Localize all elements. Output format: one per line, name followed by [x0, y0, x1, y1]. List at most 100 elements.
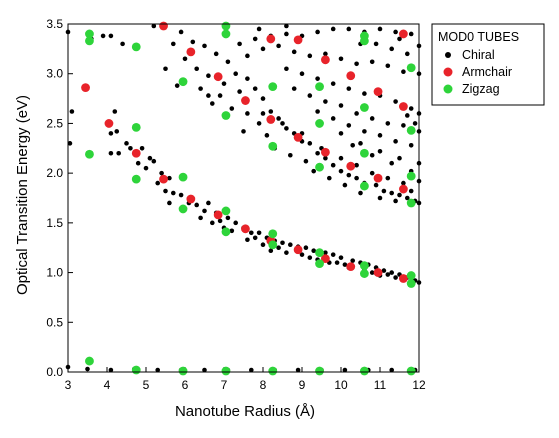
chiral-point [311, 168, 317, 174]
chiral-point [143, 165, 149, 171]
chiral-point [389, 190, 395, 196]
chiral-point [178, 29, 184, 35]
zigzag-point [221, 206, 231, 216]
chiral-point [276, 245, 281, 251]
chiral-point [401, 180, 406, 186]
chiral-point [252, 235, 258, 241]
chiral-point [190, 39, 196, 45]
chiral-point [330, 116, 336, 121]
zigzag-point [221, 111, 231, 120]
chiral-point [139, 145, 145, 151]
chiral-point [256, 230, 262, 236]
chiral-point [112, 109, 118, 114]
chiral-point [151, 158, 157, 164]
chiral-point [323, 99, 328, 104]
chiral-point [315, 29, 320, 35]
armchair-point [399, 274, 408, 283]
chiral-point [206, 200, 211, 206]
zigzag-point [131, 174, 141, 184]
chiral-point [385, 272, 391, 277]
chiral-point [358, 190, 363, 196]
armchair-point [213, 210, 223, 220]
y-tick-label: 2.5 [46, 116, 63, 130]
chiral-point [256, 121, 262, 126]
zigzag-point [268, 141, 278, 151]
legend-label-armchair: Armchair [462, 65, 512, 79]
chiral-point [233, 220, 238, 226]
zigzag-point [85, 149, 94, 159]
chiral-point [225, 59, 231, 65]
chiral-point [397, 36, 402, 42]
chiral-point [284, 31, 289, 37]
chiral-point [198, 215, 203, 221]
chiral-point [241, 129, 246, 134]
y-axis-title: Optical Transition Energy (eV) [14, 95, 31, 295]
chiral-point [67, 141, 73, 146]
chiral-point [167, 200, 172, 206]
zigzag-point [315, 82, 324, 92]
armchair-point [321, 147, 330, 157]
chiral-point [108, 367, 114, 373]
chiral-point [342, 182, 348, 188]
chiral-point [389, 46, 395, 52]
chiral-point [159, 170, 164, 176]
chiral-point [346, 26, 352, 32]
chiral-point [381, 268, 387, 273]
armchair-point [293, 132, 303, 142]
chiral-point [299, 71, 305, 77]
armchair-point [373, 173, 383, 183]
chiral-point [178, 192, 184, 198]
chiral-point [369, 59, 375, 65]
chiral-point [393, 139, 398, 144]
armchair-point [159, 174, 168, 184]
armchair-point [321, 55, 330, 65]
zigzag-point [85, 29, 94, 39]
legend-marker-armchair [443, 67, 453, 77]
chiral-point [128, 145, 133, 151]
x-tick-label: 9 [299, 378, 306, 392]
armchair-point [399, 29, 408, 39]
armchair-point [131, 148, 141, 158]
zigzag-point [178, 366, 188, 376]
legend-label-zigzag: Zigzag [462, 82, 500, 96]
zigzag-point [406, 171, 416, 181]
chiral-point [346, 86, 352, 91]
chiral-point [100, 33, 106, 39]
y-tick-label: 1.0 [46, 266, 63, 280]
chiral-point [346, 172, 352, 178]
armchair-point [266, 34, 276, 44]
chiral-point [408, 188, 414, 194]
chiral-point [229, 228, 235, 234]
chiral-point [346, 123, 352, 128]
x-tick-label: 11 [374, 378, 387, 392]
chiral-point [268, 109, 274, 114]
chiral-point [377, 133, 383, 138]
chiral-point [163, 188, 168, 194]
chiral-point [69, 109, 75, 114]
chiral-point [237, 89, 242, 94]
zigzag-point [178, 172, 188, 182]
armchair-point [346, 161, 356, 171]
chiral-point [393, 275, 398, 280]
chiral-point [330, 81, 336, 86]
chiral-point [182, 56, 188, 62]
chiral-point [350, 143, 356, 148]
zigzag-point [221, 29, 231, 39]
chiral-point [389, 367, 395, 373]
zigzag-point [221, 227, 231, 237]
chiral-point [295, 367, 301, 373]
legend-marker-chiral [445, 52, 451, 58]
chiral-point [315, 109, 320, 114]
armchair-point [213, 72, 223, 82]
zigzag-point [406, 63, 416, 73]
chiral-point [120, 41, 125, 47]
zigzag-point [268, 366, 278, 376]
chiral-point [276, 43, 281, 49]
chiral-point [338, 131, 344, 136]
chiral-point [307, 141, 313, 146]
chiral-point [284, 23, 289, 29]
chiral-point [108, 131, 114, 136]
chiral-point [342, 262, 348, 267]
chiral-point [369, 152, 375, 158]
armchair-point [399, 184, 408, 194]
